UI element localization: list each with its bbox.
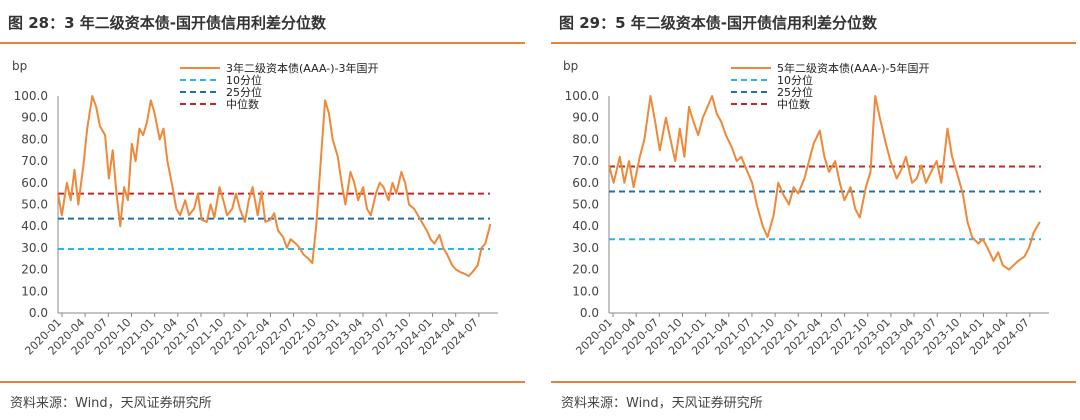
y-tick-label: 70.0 — [572, 154, 599, 168]
y-tick-label: 20.0 — [572, 263, 599, 277]
y-tick-label: 80.0 — [572, 132, 599, 146]
legend-label: 5年二级资本债(AAA-)-5年国开 — [777, 61, 929, 75]
source-note: 资料来源：Wind，天风证券研究所 — [10, 396, 212, 411]
y-tick-label: 30.0 — [21, 241, 48, 255]
source-note: 资料来源：Wind，天风证券研究所 — [561, 396, 763, 411]
y-tick-label: 50.0 — [21, 198, 48, 212]
legend-label: 25分位 — [226, 85, 262, 99]
source-divider — [0, 381, 525, 383]
y-tick-label: 50.0 — [572, 198, 599, 212]
y-tick-label: 20.0 — [21, 263, 48, 277]
figure-title: 图 28：3 年二级资本债-国开债信用利差分位数 — [8, 14, 326, 32]
y-tick-label: 0.0 — [29, 306, 48, 320]
y-tick-label: 70.0 — [21, 154, 48, 168]
legend-label: 中位数 — [226, 97, 259, 111]
y-tick-label: 10.0 — [572, 284, 599, 298]
y-tick-label: 0.0 — [580, 306, 599, 320]
y-tick-label: 60.0 — [572, 176, 599, 190]
y-tick-label: 90.0 — [21, 111, 48, 125]
spread-chart-3y: bp 0.0 10.0 20.0 30.0 40.0 50.0 60.0 70.0 80.0 90.… — [12, 59, 498, 358]
title-divider — [0, 42, 525, 44]
legend-label: 中位数 — [777, 97, 810, 111]
spread-series-line — [608, 95, 1041, 271]
figure-panel-29: 图 29：5 年二级资本债-国开债信用利差分位数 bp 0.0 10.0 20.0 30… — [551, 0, 1080, 420]
legend-label: 25分位 — [777, 85, 813, 99]
legend-label: 10分位 — [226, 73, 262, 87]
y-tick-label: 90.0 — [572, 111, 599, 125]
y-tick-label: 60.0 — [21, 176, 48, 190]
spread-chart-5y: bp 0.0 10.0 20.0 30.0 40.0 50.0 60.0 70.0 80.0 90.… — [563, 59, 1049, 358]
y-axis-label: bp — [563, 59, 578, 73]
y-tick-label: 30.0 — [572, 241, 599, 255]
y-tick-label: 80.0 — [21, 132, 48, 146]
y-axis-label: bp — [12, 59, 27, 73]
figure-title: 图 29：5 年二级资本债-国开债信用利差分位数 — [559, 14, 877, 32]
legend-label: 3年二级资本债(AAA-)-3年国开 — [226, 61, 378, 75]
figure-panel-28: 图 28：3 年二级资本债-国开债信用利差分位数 bp 0.0 10.0 20.0 30… — [0, 0, 530, 420]
y-tick-label: 100.0 — [565, 89, 599, 103]
y-tick-label: 40.0 — [21, 219, 48, 233]
source-divider — [551, 381, 1076, 383]
y-tick-label: 10.0 — [21, 284, 48, 298]
y-tick-label: 100.0 — [14, 89, 48, 103]
y-tick-label: 40.0 — [572, 219, 599, 233]
legend-label: 10分位 — [777, 73, 813, 87]
spread-series-line — [57, 95, 492, 278]
title-divider — [551, 42, 1076, 44]
